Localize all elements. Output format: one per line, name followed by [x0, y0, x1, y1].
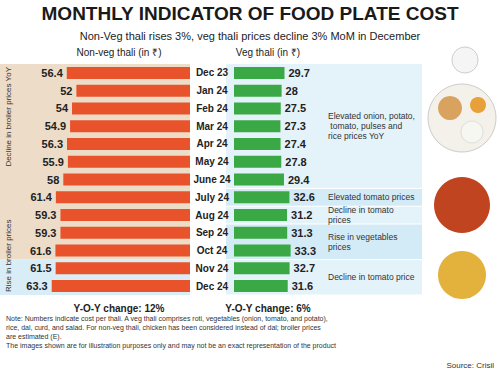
svg-text:Apr 24: Apr 24: [196, 138, 228, 149]
svg-text:Y-O-Y change: 6%: Y-O-Y change: 6%: [225, 303, 311, 314]
svg-text:June 24: June 24: [193, 174, 231, 185]
svg-text:61.4: 61.4: [30, 191, 52, 203]
svg-text:Dec 23: Dec 23: [196, 67, 229, 78]
svg-text:59.3: 59.3: [35, 209, 56, 221]
svg-text:Decline in tomato price: Decline in tomato price: [328, 272, 415, 282]
svg-text:The images shown are for illus: The images shown are for illustration pu…: [6, 342, 336, 350]
svg-text:Non-Veg thali rises 3%, veg th: Non-Veg thali rises 3%, veg thali prices…: [80, 30, 421, 42]
svg-text:54.9: 54.9: [45, 120, 66, 132]
svg-text:Non-veg thali (in ₹): Non-veg thali (in ₹): [77, 47, 162, 58]
svg-text:27.8: 27.8: [285, 156, 306, 168]
svg-text:59.3: 59.3: [35, 227, 56, 239]
svg-text:56.3: 56.3: [42, 138, 63, 150]
svg-text:32.6: 32.6: [293, 191, 314, 203]
svg-text:27.3: 27.3: [284, 120, 305, 132]
svg-text:63.3: 63.3: [26, 280, 47, 292]
svg-text:Jan 24: Jan 24: [196, 85, 228, 96]
svg-text:rice prices YoY: rice prices YoY: [328, 131, 385, 141]
svg-text:Feb 24: Feb 24: [196, 103, 228, 114]
svg-text:33.3: 33.3: [295, 245, 316, 257]
svg-text:Elevated onion, potato,: Elevated onion, potato,: [328, 111, 415, 121]
svg-text:July 24: July 24: [195, 192, 229, 203]
svg-text:Veg thali (in ₹): Veg thali (in ₹): [236, 47, 300, 58]
svg-text:Decline in tomato: Decline in tomato: [328, 205, 396, 215]
svg-text:Rise in vegetables: Rise in vegetables: [328, 232, 400, 242]
svg-text:58: 58: [47, 174, 59, 186]
svg-text:Rise in broiler prices: Rise in broiler prices: [4, 220, 13, 292]
svg-text:Nov 24: Nov 24: [196, 263, 229, 274]
svg-text:prices: prices: [328, 215, 351, 225]
svg-text:Sep 24: Sep 24: [196, 227, 229, 238]
svg-text:31.6: 31.6: [292, 280, 313, 292]
svg-text:Aug 24: Aug 24: [195, 210, 229, 221]
svg-text:28: 28: [286, 85, 298, 97]
svg-text:31.3: 31.3: [291, 227, 312, 239]
svg-text:27.5: 27.5: [285, 102, 306, 114]
svg-text:Dec 24: Dec 24: [196, 281, 229, 292]
svg-text:rice, dal, curd, and salad. Fo: rice, dal, curd, and salad. For non-veg …: [6, 324, 323, 332]
svg-text:61.6: 61.6: [30, 245, 51, 257]
svg-text:56.4: 56.4: [41, 67, 63, 79]
svg-text:31.2: 31.2: [291, 209, 312, 221]
svg-text:Oct 24: Oct 24: [197, 245, 228, 256]
svg-text:Mar 24: Mar 24: [196, 121, 228, 132]
svg-text:54: 54: [56, 102, 69, 114]
svg-text:55.9: 55.9: [42, 156, 63, 168]
svg-text:May 24: May 24: [195, 156, 229, 167]
svg-text:Source: Crisil: Source: Crisil: [446, 361, 494, 370]
svg-text:29.7: 29.7: [288, 67, 309, 79]
svg-text:Note: Numbers indicate cost pe: Note: Numbers indicate cost per thali. A…: [6, 315, 330, 323]
svg-text:27.4: 27.4: [285, 138, 307, 150]
svg-text:32.7: 32.7: [294, 262, 315, 274]
svg-text:61.5: 61.5: [30, 262, 51, 274]
svg-text:Y-O-Y change: 12%: Y-O-Y change: 12%: [74, 303, 165, 314]
svg-text:are estimated (E).: are estimated (E).: [6, 333, 62, 341]
svg-text:Elevated tomato prices: Elevated tomato prices: [328, 192, 414, 202]
svg-text:tomato, pulses and: tomato, pulses and: [328, 121, 405, 131]
svg-text:52: 52: [60, 85, 72, 97]
svg-text:MONTHLY INDICATOR OF FOOD PLAT: MONTHLY INDICATOR OF FOOD PLATE COST: [42, 3, 459, 24]
svg-text:prices: prices: [328, 242, 351, 252]
svg-text:Decline in broiler prices YoY: Decline in broiler prices YoY: [4, 66, 13, 166]
svg-text:29.4: 29.4: [288, 174, 310, 186]
